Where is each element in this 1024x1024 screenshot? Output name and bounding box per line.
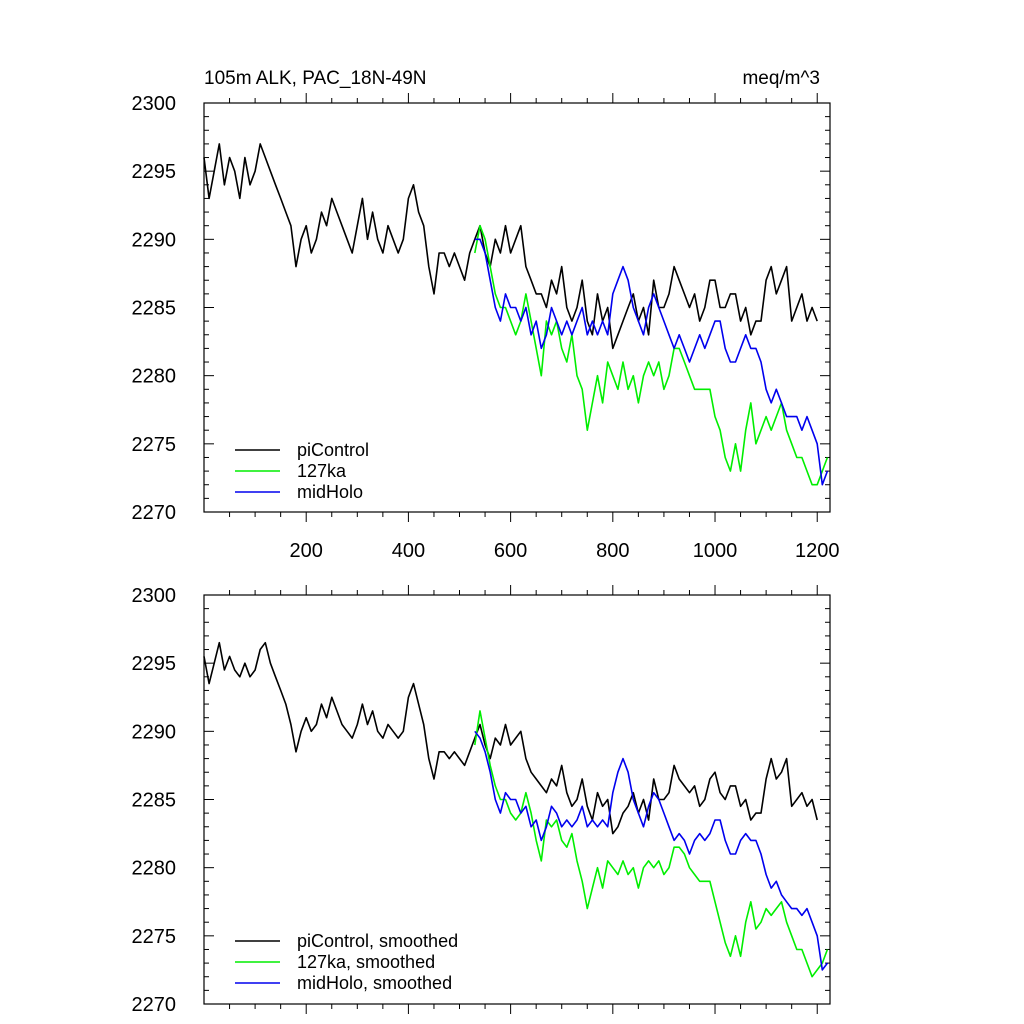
y-tick-label: 2300 (132, 585, 177, 607)
bottom-panel: 2270 2275 2280 2285 2290 2295 2300 piControl, … (132, 585, 831, 1016)
legend-label-2: midHolo (297, 482, 363, 502)
x-tick-label: 1200 (795, 540, 840, 562)
series-line-0 (203, 641, 818, 835)
y-tick-label: 2275 (132, 434, 177, 456)
series-line-1 (474, 710, 829, 978)
bottom-series-lines (203, 641, 829, 978)
series-line-2 (474, 730, 829, 971)
y-tick-label: 2290 (132, 721, 177, 743)
bottom-axes: 2270 2275 2280 2285 2290 2295 2300 (132, 585, 831, 1016)
legend-label-1: 127ka, smoothed (297, 952, 435, 972)
y-tick-label: 2270 (132, 502, 177, 524)
y-tick-label: 2270 (132, 994, 177, 1016)
series-line-2 (474, 238, 829, 486)
y-tick-label: 2295 (132, 653, 177, 675)
legend-label-0: piControl (297, 440, 369, 460)
legend-label-2: midHolo, smoothed (297, 973, 452, 993)
y-tick-label: 2285 (132, 790, 177, 812)
legend-label-0: piControl, smoothed (297, 931, 458, 951)
y-tick-label: 2285 (132, 298, 177, 320)
y-tick-label: 2300 (132, 93, 177, 115)
top-axes: 2270 2275 2280 2285 2290 2295 2300 200 400 600 800… (132, 93, 840, 562)
legend-label-1: 127ka (297, 461, 347, 481)
top-series-lines (203, 143, 829, 486)
top-panel: 105m ALK, PAC_18N-49N meq/m^3 2270227522… (132, 68, 840, 562)
y-tick-label: 2280 (132, 366, 177, 388)
y-tick-label: 2275 (132, 926, 177, 948)
y-tick-label: 2290 (132, 229, 177, 251)
series-line-0 (203, 143, 818, 350)
y-tick-label: 2295 (132, 161, 177, 183)
x-tick-label: 800 (596, 540, 629, 562)
series-line-1 (474, 224, 829, 486)
chart-title-right: meq/m^3 (742, 68, 820, 89)
x-tick-label: 600 (494, 540, 527, 562)
y-tick-label: 2280 (132, 858, 177, 880)
x-tick-label: 400 (392, 540, 425, 562)
x-tick-label: 200 (290, 540, 323, 562)
x-tick-label: 1000 (693, 540, 738, 562)
chart-title-left: 105m ALK, PAC_18N-49N (204, 68, 427, 89)
